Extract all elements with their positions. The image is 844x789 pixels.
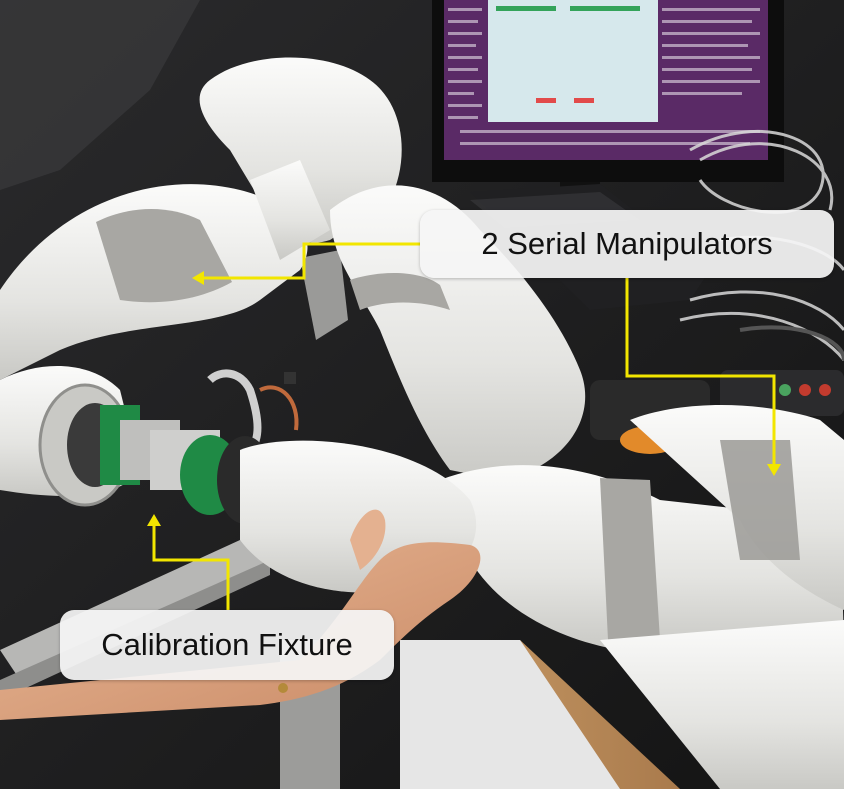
monitor bbox=[432, 0, 784, 200]
label-serial-manipulators-text: 2 Serial Manipulators bbox=[481, 226, 773, 261]
human-hand bbox=[0, 509, 481, 720]
arrowhead-left bbox=[192, 271, 204, 285]
arrow-to-fixture bbox=[152, 522, 230, 610]
robot-arm-right bbox=[330, 185, 844, 789]
arrowhead-right bbox=[767, 464, 781, 476]
annotation-arrows bbox=[152, 242, 776, 610]
joint-band-right-top bbox=[350, 273, 450, 310]
joint-band-right-mid bbox=[600, 478, 660, 640]
wall-bracket bbox=[300, 250, 348, 340]
white-case bbox=[400, 640, 620, 789]
label-calibration-fixture-text: Calibration Fixture bbox=[101, 627, 353, 662]
label-calibration-fixture: Calibration Fixture bbox=[60, 610, 394, 680]
background-mesh bbox=[0, 0, 200, 190]
arrow-to-right-robot bbox=[625, 278, 776, 468]
label-serial-manipulators: 2 Serial Manipulators bbox=[420, 210, 834, 278]
arrow-to-left-robot bbox=[200, 242, 420, 280]
arrowhead-fixture bbox=[147, 514, 161, 526]
